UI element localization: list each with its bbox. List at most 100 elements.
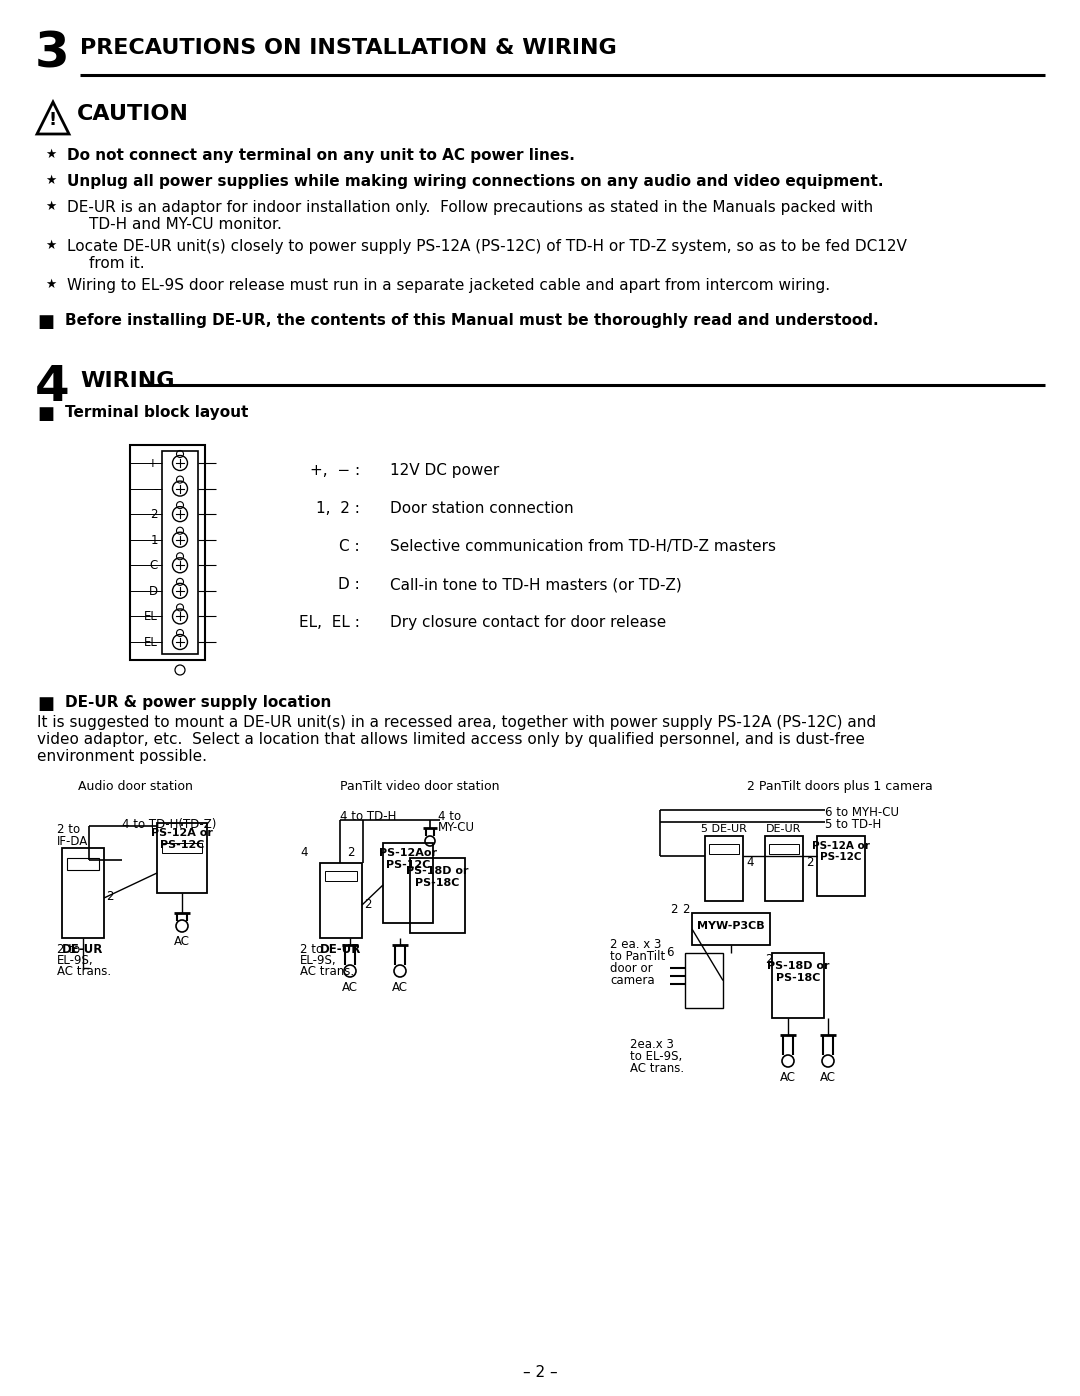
Text: 6 to MYH-CU: 6 to MYH-CU <box>825 805 899 819</box>
Text: ■: ■ <box>37 313 54 331</box>
Text: D: D <box>149 585 158 597</box>
Text: PS-12Aor: PS-12Aor <box>379 847 437 859</box>
Bar <box>769 845 799 854</box>
Text: EL-9S,: EL-9S, <box>300 953 337 967</box>
Text: ★: ★ <box>45 239 56 253</box>
Text: environment possible.: environment possible. <box>37 750 207 764</box>
Text: 4: 4 <box>300 846 308 859</box>
Text: PS-12A or: PS-12A or <box>151 828 213 838</box>
Text: 2 to: 2 to <box>57 824 80 836</box>
Text: 2 to: 2 to <box>300 944 323 956</box>
Text: 2: 2 <box>806 856 813 868</box>
Text: 4: 4 <box>746 856 754 868</box>
Text: PS-12C: PS-12C <box>386 860 430 870</box>
Bar <box>157 824 207 893</box>
Text: ★: ★ <box>45 278 56 290</box>
Text: Do not connect any terminal on any unit to AC power lines.: Do not connect any terminal on any unit … <box>67 148 575 163</box>
Text: DE-UR is an adaptor for indoor installation only.  Follow precautions as stated : DE-UR is an adaptor for indoor installat… <box>67 200 873 215</box>
Text: Locate DE-UR unit(s) closely to power supply PS-12A (PS-12C) of TD-H or TD-Z sys: Locate DE-UR unit(s) closely to power su… <box>67 239 907 254</box>
Text: 2: 2 <box>364 898 372 912</box>
Text: video adaptor, etc.  Select a location that allows limited access only by qualif: video adaptor, etc. Select a location th… <box>37 732 865 747</box>
Bar <box>692 913 770 945</box>
Text: 5 DE-UR: 5 DE-UR <box>701 824 747 833</box>
Text: EL: EL <box>144 637 158 649</box>
Text: to EL-9S,: to EL-9S, <box>630 1050 683 1062</box>
Bar <box>772 953 824 1018</box>
Text: C :: C : <box>339 539 360 554</box>
Bar <box>130 445 205 660</box>
Text: 2: 2 <box>670 903 677 916</box>
Text: CAUTION: CAUTION <box>77 103 189 124</box>
Text: AC: AC <box>174 935 190 948</box>
Text: C: C <box>150 560 158 572</box>
Text: 2ea.x 3: 2ea.x 3 <box>630 1039 674 1051</box>
Text: 5 to TD-H: 5 to TD-H <box>825 818 881 831</box>
Text: 2: 2 <box>150 508 158 521</box>
Text: PS-18C: PS-18C <box>416 878 460 888</box>
Text: EL,  EL :: EL, EL : <box>299 616 360 630</box>
Text: TD-H and MY-CU monitor.: TD-H and MY-CU monitor. <box>89 216 282 232</box>
Text: Door station connection: Door station connection <box>390 501 573 517</box>
Bar <box>816 836 865 896</box>
Text: PS-18C: PS-18C <box>775 973 820 983</box>
Bar <box>708 845 739 854</box>
Text: !: ! <box>49 110 57 128</box>
Text: to PanTilt: to PanTilt <box>610 951 665 963</box>
Text: 4 to TD-H(TD-Z): 4 to TD-H(TD-Z) <box>122 818 216 831</box>
Text: AC: AC <box>392 981 408 994</box>
Bar <box>765 836 804 900</box>
Text: PS-12A or: PS-12A or <box>812 840 869 852</box>
Text: PS-18D or: PS-18D or <box>406 866 469 877</box>
Text: D :: D : <box>338 577 360 592</box>
Text: 1,  2 :: 1, 2 : <box>316 501 360 517</box>
Bar <box>62 847 104 938</box>
Text: 4: 4 <box>35 363 70 410</box>
Bar <box>410 859 465 933</box>
Text: Unplug all power supplies while making wiring connections on any audio and video: Unplug all power supplies while making w… <box>67 174 883 188</box>
Text: It is suggested to mount a DE-UR unit(s) in a recessed area, together with power: It is suggested to mount a DE-UR unit(s)… <box>37 715 876 730</box>
Text: 12V DC power: 12V DC power <box>390 463 499 477</box>
Text: EL: EL <box>144 610 158 624</box>
Bar <box>162 451 198 653</box>
Text: DE-UR: DE-UR <box>63 944 104 956</box>
Text: Wiring to EL-9S door release must run in a separate jacketed cable and apart fro: Wiring to EL-9S door release must run in… <box>67 278 831 293</box>
Text: ★: ★ <box>45 174 56 187</box>
Text: 2: 2 <box>347 846 354 859</box>
Text: 2 to: 2 to <box>57 944 80 956</box>
Text: ★: ★ <box>45 200 56 214</box>
Text: DE-UR & power supply location: DE-UR & power supply location <box>65 695 332 711</box>
Text: AC trans.: AC trans. <box>57 965 111 979</box>
Text: WIRING: WIRING <box>80 371 175 391</box>
Text: ★: ★ <box>45 148 56 161</box>
Bar <box>162 843 202 853</box>
Text: PRECAUTIONS ON INSTALLATION & WIRING: PRECAUTIONS ON INSTALLATION & WIRING <box>80 38 617 59</box>
Text: 4 to TD-H: 4 to TD-H <box>340 810 396 824</box>
Text: PS-18D or: PS-18D or <box>767 960 829 972</box>
Text: ■: ■ <box>37 695 54 713</box>
Text: -: - <box>153 483 158 496</box>
Text: 4 to: 4 to <box>438 810 461 824</box>
Text: Audio door station: Audio door station <box>78 780 192 793</box>
Text: PanTilt video door station: PanTilt video door station <box>340 780 500 793</box>
Text: MYW-P3CB: MYW-P3CB <box>698 921 765 931</box>
Text: AC: AC <box>780 1071 796 1085</box>
Text: 2: 2 <box>681 903 689 916</box>
Bar <box>383 843 433 923</box>
Bar <box>705 836 743 900</box>
Text: DE-UR: DE-UR <box>767 824 801 833</box>
Text: 2 PanTilt doors plus 1 camera: 2 PanTilt doors plus 1 camera <box>747 780 933 793</box>
Text: Terminal block layout: Terminal block layout <box>65 405 248 420</box>
Text: IF-DA: IF-DA <box>57 835 89 847</box>
Text: PS-12C: PS-12C <box>160 840 204 850</box>
Text: 2: 2 <box>765 953 772 966</box>
Text: 1: 1 <box>150 533 158 547</box>
Text: 6: 6 <box>666 946 674 959</box>
Bar <box>685 953 723 1008</box>
Text: +,  − :: +, − : <box>310 463 360 477</box>
Text: +: + <box>148 456 158 470</box>
Text: AC: AC <box>820 1071 836 1085</box>
Text: Selective communication from TD-H/TD-Z masters: Selective communication from TD-H/TD-Z m… <box>390 539 777 554</box>
Bar <box>67 859 99 870</box>
Text: AC trans.: AC trans. <box>630 1062 684 1075</box>
Text: 2 ea. x 3: 2 ea. x 3 <box>610 938 661 951</box>
